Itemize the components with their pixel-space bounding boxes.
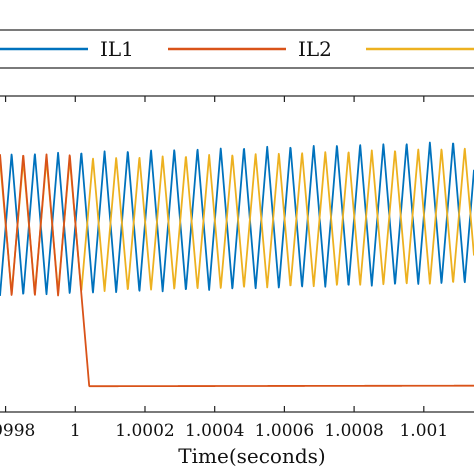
x-tick-label: 1 (70, 421, 81, 441)
legend: IL1 IL2 (0, 29, 474, 69)
legend-label-il1: IL1 (100, 37, 134, 61)
plot-frame (0, 95, 474, 413)
series-layer (0, 141, 474, 388)
series-line-il2 (0, 153, 474, 388)
x-axis-title: Time(seconds) (178, 444, 325, 468)
x-tick-label: 0.9998 (0, 421, 35, 441)
legend-label-il2: IL2 (298, 37, 332, 61)
x-tick-label: 1.0006 (255, 421, 314, 441)
x-axis: 0.9998 1 1.0002 1.0004 1.0006 1.0008 1.001 (0, 96, 448, 441)
x-tick-label: 1.0008 (324, 421, 383, 441)
series-line-il1 (0, 141, 474, 296)
x-tick-label: 1.0002 (115, 421, 174, 441)
x-tick-label: 1.0004 (185, 421, 244, 441)
x-tick-label: 1.001 (399, 421, 448, 441)
